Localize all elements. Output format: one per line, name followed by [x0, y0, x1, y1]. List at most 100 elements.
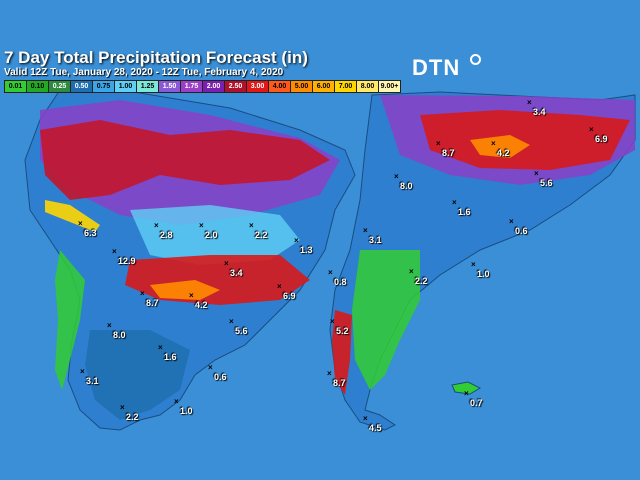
station-marker-icon: × — [328, 268, 333, 277]
precip-value-label: 4.2 — [195, 300, 208, 310]
precipitation-legend: 0.01 0.10 0.25 0.50 0.75 1.00 1.25 1.50 1.75 2.00… — [4, 80, 401, 93]
legend-swatch: 0.75 — [93, 81, 115, 92]
precip-value-label: 3.4 — [533, 107, 546, 117]
legend-swatch: 0.25 — [49, 81, 71, 92]
station-marker-icon: × — [224, 259, 229, 268]
station-marker-icon: × — [589, 125, 594, 134]
station-marker-icon: × — [112, 247, 117, 256]
dtn-logo: DTN — [412, 55, 461, 80]
station-marker-icon: × — [294, 236, 299, 245]
legend-swatch: 1.50 — [159, 81, 181, 92]
precip-value-label: 3.1 — [86, 376, 99, 386]
legend-swatch: 9.00+ — [379, 81, 400, 92]
south-america-panel — [24, 87, 356, 431]
station-marker-icon: × — [409, 267, 414, 276]
station-marker-icon: × — [330, 317, 335, 326]
precip-value-label: 8.7 — [442, 148, 455, 158]
southern-panel — [329, 91, 636, 431]
station-marker-icon: × — [154, 221, 159, 230]
falkland-islands — [451, 381, 482, 395]
precip-value-label: 5.6 — [235, 326, 248, 336]
green-west-coast — [55, 250, 85, 390]
station-marker-icon: × — [509, 217, 514, 226]
precip-value-label: 6.9 — [595, 134, 608, 144]
station-marker-icon: × — [229, 317, 234, 326]
precip-value-label: 2.2 — [415, 276, 428, 286]
precip-value-label: 0.7 — [470, 398, 483, 408]
precip-value-label: 1.6 — [458, 207, 471, 217]
legend-swatch: 0.01 — [5, 81, 27, 92]
legend-swatch: 8.00 — [357, 81, 379, 92]
station-marker-icon: × — [208, 363, 213, 372]
dtn-logo-mark-icon — [470, 54, 481, 65]
legend-swatch: 1.75 — [181, 81, 203, 92]
precip-value-label: 1.3 — [300, 245, 313, 255]
map-title: 7 Day Total Precipitation Forecast (in) — [4, 48, 308, 67]
station-marker-icon: × — [174, 397, 179, 406]
station-marker-icon: × — [120, 403, 125, 412]
valid-period: Valid 12Z Tue, January 28, 2020 - 12Z Tu… — [4, 67, 284, 78]
legend-swatch: 5.00 — [291, 81, 313, 92]
red-patagonia — [332, 310, 352, 395]
yellow-andes — [45, 200, 100, 232]
station-marker-icon: × — [394, 172, 399, 181]
green-plains — [352, 250, 420, 390]
station-marker-icon: × — [491, 139, 496, 148]
precip-value-label: 12.9 — [118, 256, 136, 266]
precip-value-label: 3.4 — [230, 268, 243, 278]
legend-swatch: 2.00 — [203, 81, 225, 92]
precip-value-label: 2.2 — [126, 412, 139, 422]
precip-value-label: 8.7 — [333, 378, 346, 388]
precip-value-label: 4.5 — [369, 423, 382, 433]
precip-value-label: 0.6 — [214, 372, 227, 382]
precip-value-label: 8.0 — [400, 181, 413, 191]
precip-value-label: 3.1 — [369, 235, 382, 245]
station-marker-icon: × — [80, 367, 85, 376]
station-marker-icon: × — [452, 198, 457, 207]
precip-value-label: 5.6 — [540, 178, 553, 188]
precip-value-label: 0.8 — [334, 277, 347, 287]
legend-swatch: 0.50 — [71, 81, 93, 92]
orange-core — [150, 280, 220, 300]
station-marker-icon: × — [534, 169, 539, 178]
station-marker-icon: × — [140, 289, 145, 298]
station-marker-icon: × — [363, 226, 368, 235]
precip-value-label: 6.3 — [84, 228, 97, 238]
precip-value-label: 5.2 — [336, 326, 349, 336]
red-top — [420, 110, 630, 170]
station-marker-icon: × — [107, 321, 112, 330]
legend-swatch: 6.00 — [313, 81, 335, 92]
legend-swatch: 1.00 — [115, 81, 137, 92]
precip-value-label: 2.0 — [205, 230, 218, 240]
station-marker-icon: × — [277, 282, 282, 291]
precip-value-label: 1.6 — [164, 352, 177, 362]
legend-swatch: 0.10 — [27, 81, 49, 92]
station-marker-icon: × — [436, 139, 441, 148]
legend-swatch: 2.50 — [225, 81, 247, 92]
precip-value-label: 4.2 — [497, 148, 510, 158]
orange-top — [470, 135, 530, 158]
precip-value-label: 1.0 — [477, 269, 490, 279]
station-marker-icon: × — [464, 389, 469, 398]
blue-south — [85, 330, 190, 420]
station-marker-icon: × — [249, 221, 254, 230]
precip-value-label: 8.0 — [113, 330, 126, 340]
station-marker-icon: × — [158, 343, 163, 352]
precip-value-label: 8.7 — [146, 298, 159, 308]
legend-swatch: 1.25 — [137, 81, 159, 92]
precip-value-label: 2.2 — [255, 230, 268, 240]
precip-value-label: 1.0 — [180, 406, 193, 416]
precip-value-label: 0.6 — [515, 226, 528, 236]
station-marker-icon: × — [363, 414, 368, 423]
legend-swatch: 3.00 — [247, 81, 269, 92]
station-marker-icon: × — [78, 219, 83, 228]
cyan-center — [130, 205, 300, 265]
precip-value-label: 6.9 — [283, 291, 296, 301]
station-marker-icon: × — [199, 221, 204, 230]
legend-swatch: 4.00 — [269, 81, 291, 92]
precip-value-label: 2.8 — [160, 230, 173, 240]
red-band-north — [40, 120, 330, 200]
station-marker-icon: × — [189, 291, 194, 300]
legend-swatch: 7.00 — [335, 81, 357, 92]
station-marker-icon: × — [527, 98, 532, 107]
